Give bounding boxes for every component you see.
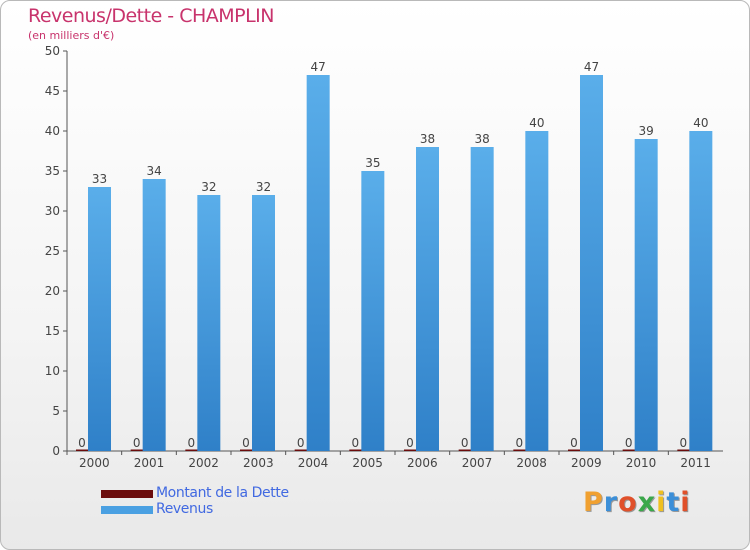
revenus-value-label: 32 [201,180,216,194]
revenus-value-label: 40 [529,116,544,130]
revenus-bar [142,179,166,451]
debt-bar [185,449,206,451]
logo-letter: r [603,487,619,518]
debt-value-label: 0 [133,436,141,450]
debt-bar [76,449,96,451]
legend-swatch-revenus [101,506,153,514]
debt-value-label: 0 [625,436,633,450]
debt-value-label: 0 [461,436,469,450]
chart-title: Revenus/Dette - CHAMPLIN [28,5,275,27]
debt-value-label: 0 [680,436,688,450]
logo-letter: t [666,487,681,518]
debt-value-label: 0 [78,436,86,450]
revenus-bar [689,131,713,451]
proxiti-logo: Proxiti [583,487,691,518]
revenus-bar [634,139,658,451]
revenus-bar [470,147,494,451]
y-tick-label: 15 [45,324,60,338]
debt-bar [677,449,698,451]
x-tick-label: 2006 [407,456,438,470]
logo-letter: x [637,487,657,518]
debt-value-label: 0 [570,436,578,450]
x-tick-label: 2002 [188,456,219,470]
y-tick-label: 10 [45,364,60,378]
debt-bar [404,449,424,451]
y-tick-label: 30 [45,204,60,218]
y-tick-label: 20 [45,284,60,298]
logo-letter: o [618,487,638,518]
revenus-value-label: 39 [639,124,654,138]
x-tick-label: 2011 [680,456,711,470]
x-tick-label: 2008 [516,456,547,470]
logo-letter: i [680,487,691,518]
revenus-bar [580,75,603,451]
revenus-bar [306,75,330,451]
x-tick-label: 2004 [298,456,329,470]
y-tick-label: 5 [52,404,60,418]
y-tick-label: 50 [45,44,60,58]
revenus-bar [525,131,549,451]
debt-bar [622,449,643,451]
revenus-value-label: 38 [420,132,435,146]
revenus-value-label: 34 [147,164,162,178]
legend-label-dette: Montant de la Dette [156,485,289,501]
legend-label-revenus: Revenus [156,501,213,517]
debt-bar [458,449,479,451]
debt-bar [349,449,370,451]
revenus-bar [416,147,439,451]
debt-value-label: 0 [242,436,250,450]
debt-value-label: 0 [352,436,360,450]
x-tick-label: 2009 [571,456,602,470]
debt-bar [240,449,260,451]
revenus-value-label: 32 [256,180,271,194]
y-tick-label: 40 [45,124,60,138]
debt-value-label: 0 [406,436,414,450]
revenus-value-label: 47 [311,60,326,74]
x-tick-label: 2005 [352,456,383,470]
revenus-value-label: 35 [365,156,380,170]
y-tick-label: 45 [45,84,60,98]
debt-bar [130,449,151,451]
x-tick-label: 2001 [134,456,165,470]
debt-bar [513,449,534,451]
revenus-value-label: 38 [475,132,490,146]
chart-subtitle: (en milliers d'€) [28,29,115,42]
revenus-value-label: 33 [92,172,107,186]
debt-value-label: 0 [297,436,305,450]
debt-value-label: 0 [188,436,196,450]
y-tick-label: 35 [45,164,60,178]
x-tick-label: 2010 [626,456,657,470]
debt-bar [568,449,588,451]
revenus-bar [252,195,275,451]
revenus-value-label: 47 [584,60,599,74]
logo-letter: P [583,487,604,518]
x-tick-label: 2003 [243,456,274,470]
y-tick-label: 0 [52,444,60,458]
revenus-bar [197,195,221,451]
legend-swatch-dette [101,490,153,498]
revenus-value-label: 40 [693,116,708,130]
x-tick-label: 2000 [79,456,110,470]
debt-value-label: 0 [516,436,524,450]
y-tick-label: 25 [45,244,60,258]
revenus-bar [361,171,385,451]
revenus-bar [88,187,111,451]
debt-bar [294,449,315,451]
logo-letter: i [656,487,667,518]
x-tick-label: 2007 [462,456,493,470]
